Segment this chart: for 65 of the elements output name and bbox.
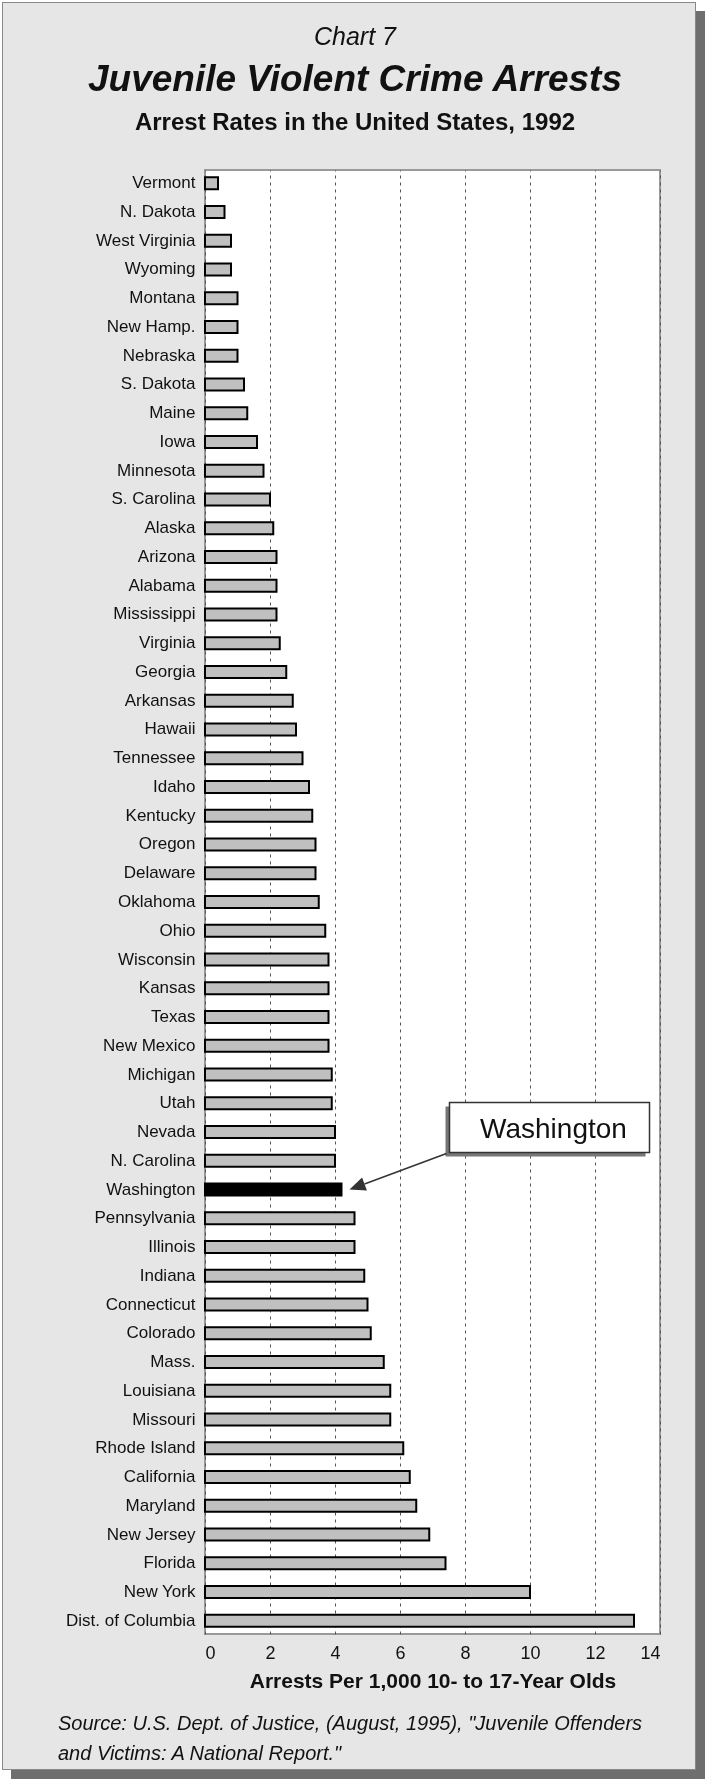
y-tick-label: Texas	[151, 1007, 196, 1026]
y-tick-label: Mass.	[150, 1352, 196, 1372]
x-tick-label: 12	[585, 1642, 606, 1663]
y-tick-label: Wisconsin	[118, 949, 196, 969]
x-tick-label: 8	[460, 1642, 471, 1663]
x-tick-label: 4	[330, 1642, 341, 1663]
y-tick-label: Wyoming	[124, 259, 196, 279]
x-tick-label: 0	[205, 1642, 216, 1663]
y-tick-label: Maine	[149, 403, 196, 423]
y-tick-label: Nebraska	[122, 345, 197, 365]
y-tick-label: Washington	[106, 1179, 196, 1199]
source-note: Source: U.S. Dept. of Justice, (August, 1995), "Juvenile Offenders and Victims: A National Report."	[58, 1711, 644, 1766]
y-tick-label: Michigan	[127, 1064, 196, 1084]
y-tick-label: Colorado	[126, 1323, 196, 1343]
y-tick-label: Illinois	[148, 1237, 196, 1257]
y-tick-label: S. Carolina	[111, 489, 197, 509]
y-tick-label: Vermont	[132, 173, 196, 193]
y-tick-label: Louisiana	[122, 1380, 197, 1400]
y-tick-label: West Virginia	[95, 230, 197, 250]
y-tick-label: Minnesota	[117, 460, 197, 480]
y-tick-label: New York	[123, 1582, 196, 1602]
y-tick-label: Kansas	[138, 978, 196, 998]
x-tick-label: 2	[265, 1642, 276, 1663]
y-tick-label: Pennsylvania	[94, 1208, 197, 1228]
y-tick-label: Georgia	[135, 661, 197, 681]
y-tick-label: Connecticut	[105, 1294, 196, 1314]
x-tick-label: 10	[520, 1642, 541, 1663]
y-tick-label: Oregon	[138, 834, 196, 854]
chart-subtitle: Arrest Rates in the United States, 1992	[133, 108, 577, 136]
y-tick-label: Oklahoma	[118, 892, 197, 911]
caption: Chart 7	[313, 22, 398, 51]
y-tick-label: N. Dakota	[119, 201, 197, 221]
y-tick-label: Utah	[159, 1093, 196, 1113]
y-tick-label: Mississippi	[113, 604, 196, 624]
y-tick-label: N. Carolina	[110, 1150, 197, 1170]
y-tick-label: Alaska	[144, 518, 197, 538]
y-tick-label: Montana	[129, 288, 197, 308]
y-tick-label: Florida	[143, 1553, 197, 1573]
y-tick-label: Indiana	[139, 1265, 197, 1285]
y-tick-label: Nevada	[136, 1122, 197, 1142]
x-axis-title: Arrests Per 1,000 10- to 17-Year Olds	[249, 1668, 617, 1692]
y-tick-label: Hawaii	[144, 719, 196, 739]
y-tick-label: Arizona	[137, 546, 197, 566]
y-tick-label: Delaware	[123, 863, 196, 883]
y-tick-label: New Jersey	[106, 1524, 196, 1544]
y-tick-label: Tennessee	[113, 748, 196, 768]
y-tick-label: S. Dakota	[120, 374, 197, 394]
y-tick-label: Idaho	[152, 777, 196, 796]
y-tick-label: Kentucky	[125, 805, 196, 825]
y-tick-label: Dist. of Columbia	[66, 1610, 197, 1630]
x-tick-label: 14	[640, 1642, 661, 1663]
y-tick-label: Arkansas	[124, 690, 196, 710]
x-tick-label: 6	[395, 1642, 406, 1663]
y-tick-label: Rhode Island	[95, 1438, 196, 1458]
y-tick-label: Alabama	[128, 575, 197, 595]
y-tick-label: Iowa	[159, 431, 197, 451]
y-tick-label: California	[123, 1467, 197, 1487]
y-tick-label: Missouri	[132, 1409, 196, 1429]
chart-title: Juvenile Violent Crime Arrests	[87, 58, 623, 100]
annotation: Washington	[480, 1112, 627, 1144]
y-tick-label: New Hamp.	[106, 316, 196, 336]
y-tick-label: Virginia	[139, 633, 197, 653]
y-tick-label: New Mexico	[102, 1035, 196, 1055]
y-tick-label: Maryland	[125, 1495, 196, 1515]
y-tick-label: Ohio	[159, 920, 196, 940]
